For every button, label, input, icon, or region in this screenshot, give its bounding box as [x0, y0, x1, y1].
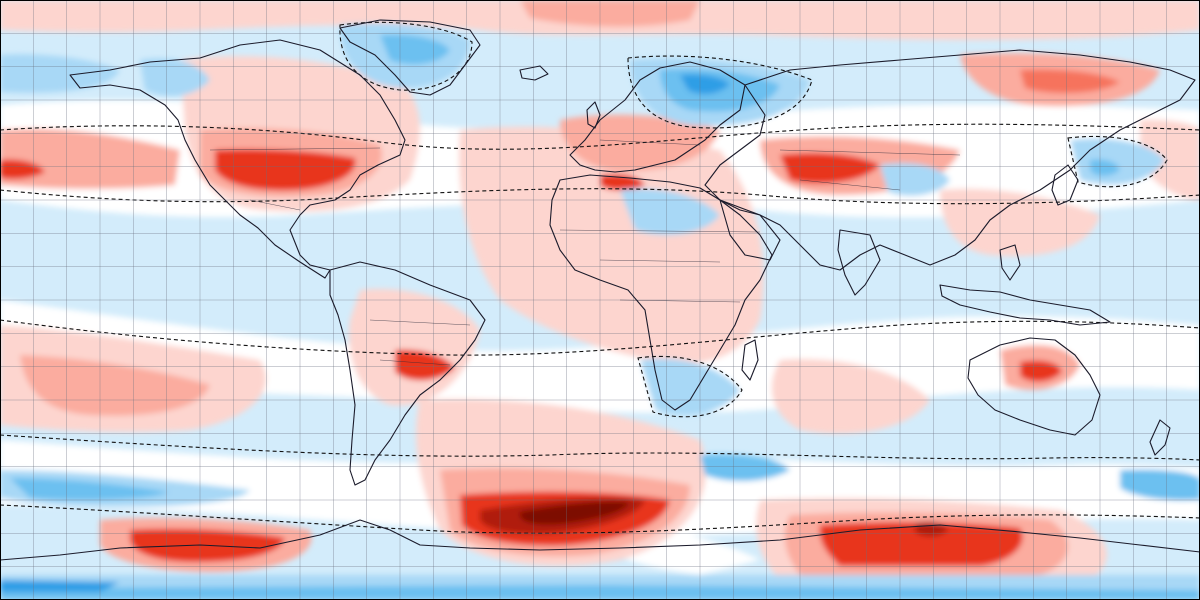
cool-anomaly-indian-ocean — [1120, 469, 1200, 501]
warm-anomaly-south-america — [349, 289, 480, 406]
coastline-new-zealand — [1149, 419, 1171, 456]
warm-anomaly-east-pacific — [1140, 119, 1200, 200]
zero-contour — [0, 434, 1200, 461]
cool-anomaly-sahara — [620, 188, 720, 235]
cool-anomaly-north-pacific — [0, 54, 120, 93]
warm-anomaly-australia-core — [1020, 360, 1062, 382]
cool-anomaly-south-pacific-core — [10, 478, 170, 500]
cool-anomaly-greenland-core — [380, 34, 450, 65]
coastline-north-america — [69, 39, 406, 279]
coastline-madagascar — [741, 339, 759, 381]
coastline-uk — [586, 101, 601, 129]
coastline-greenland — [339, 19, 481, 96]
coastlines — [0, 19, 1200, 561]
zero-contour — [0, 504, 1200, 534]
cool-anomaly-alaska — [140, 58, 210, 96]
zero-contour — [627, 55, 813, 129]
warm-anomaly-indian-ocean — [771, 359, 930, 434]
warm-anomaly-north-pacific-core — [0, 159, 45, 180]
cool-anomaly-south-atlantic — [700, 454, 790, 482]
coastline-indonesia — [939, 284, 1111, 326]
zero-contour — [0, 123, 1200, 150]
warm-anomaly-south-america-core — [395, 349, 455, 381]
coastline-japan — [1051, 164, 1079, 206]
cool-anomaly-scandinavia-l3 — [680, 74, 730, 95]
coastline-australia — [967, 337, 1101, 436]
country-border — [209, 139, 961, 366]
coastline-antarctica — [0, 519, 1200, 561]
warm-anomaly-east-asia — [940, 188, 1100, 257]
coastline-india — [837, 229, 881, 296]
zero-contour — [637, 355, 743, 418]
zero-contour — [1067, 135, 1168, 188]
warm-anomaly-north-pacific — [0, 128, 180, 189]
coastline-asia — [704, 49, 1196, 271]
warm-anomaly-central-asia-core — [780, 153, 880, 184]
coastline-europe — [569, 61, 746, 173]
zero-contour — [339, 21, 473, 91]
cool-anomaly-antarctic-strip-max — [0, 580, 120, 592]
coastline-africa — [549, 174, 773, 411]
warm-anomaly-usa-core — [215, 149, 356, 191]
zero-contours — [0, 21, 1200, 534]
country-borders — [209, 139, 961, 366]
warm-anomaly-south-atlantic-l5 — [520, 501, 630, 525]
coastline-iceland — [519, 65, 549, 81]
coastline-south-america — [329, 261, 486, 486]
cool-anomaly-southern-africa — [640, 358, 740, 415]
cool-anomaly-mongolia — [880, 163, 950, 196]
zero-contour — [0, 319, 1200, 356]
cool-anomaly-east-siberia-core — [1090, 159, 1120, 176]
warm-anomaly-siberia-core — [1020, 69, 1120, 94]
coastline-philippines — [999, 244, 1021, 281]
coastline-arabia — [719, 199, 781, 261]
warm-anomaly-south-pacific-core — [20, 355, 210, 416]
warm-anomaly-arctic-core — [520, 0, 700, 27]
